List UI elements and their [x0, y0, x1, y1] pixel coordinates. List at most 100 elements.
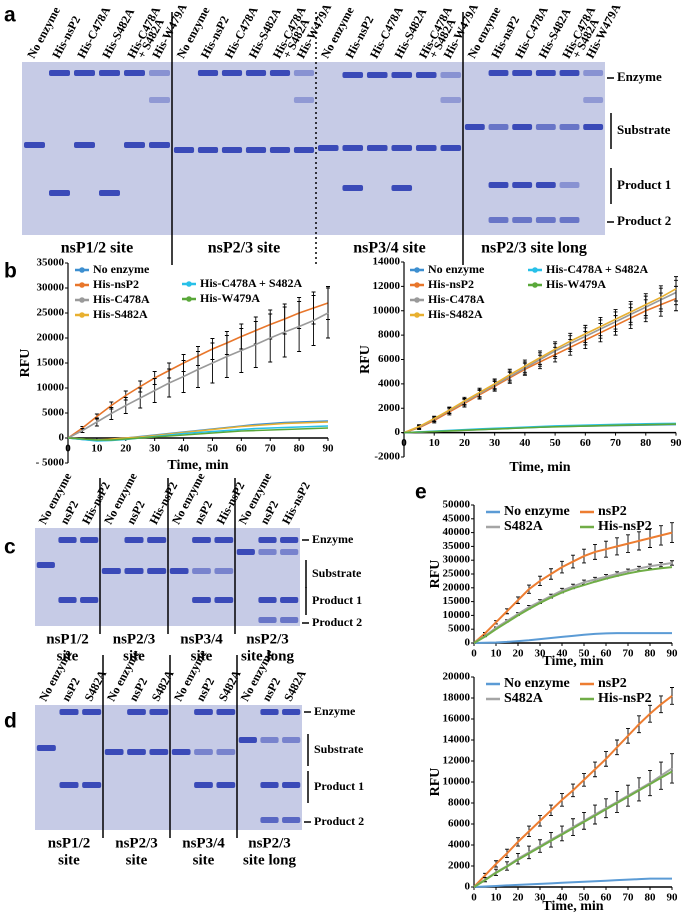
gel-band [260, 782, 279, 788]
y-axis-label: RFU [18, 349, 33, 378]
y-tick-label: -2000 [374, 451, 400, 463]
gel-band [415, 72, 437, 78]
legend-label: His-W479A [546, 277, 606, 291]
y-tick-label: 30000 [443, 554, 471, 566]
gel-band [127, 709, 146, 715]
y-tick-label: 0 [395, 426, 401, 438]
gel-band [282, 782, 301, 788]
gel-band [488, 217, 509, 223]
gel-band [258, 617, 277, 623]
band-label: Product 1 [617, 177, 671, 192]
panel-label: d [4, 710, 17, 733]
gel-band [280, 549, 299, 555]
series-line [473, 695, 673, 888]
lane-label: nsP2 [126, 675, 150, 703]
legend-label: His-nsP2 [93, 277, 139, 291]
gel-band [147, 568, 167, 574]
x-tick-label: 20 [459, 437, 471, 449]
legend-marker [532, 282, 538, 288]
x-tick-label: 40 [178, 443, 190, 455]
gel-band [236, 549, 255, 555]
band-label: Product 2 [314, 814, 364, 828]
x-tick-label: 70 [623, 892, 635, 904]
gel-band [214, 568, 234, 574]
gel-band [293, 70, 315, 76]
gel-band [245, 70, 267, 76]
legend-label: S482A [504, 519, 544, 534]
band-label: Enzyme [617, 69, 662, 84]
gel-band [440, 97, 462, 103]
gel-band [535, 182, 556, 188]
y-tick-label: 25000 [443, 568, 471, 580]
gel-band [512, 70, 533, 76]
legend-marker [79, 312, 85, 318]
x-tick-label: 30 [149, 443, 161, 455]
legend-marker [79, 297, 85, 303]
x-tick-label: 40 [557, 648, 569, 660]
band-label: Product 2 [617, 213, 671, 228]
band-label: Enzyme [312, 532, 354, 546]
x-tick-label: 10 [429, 437, 441, 449]
y-tick-label: 15000 [37, 357, 65, 369]
gel-band [124, 537, 144, 543]
gel-band [366, 145, 388, 151]
gel-band [559, 182, 580, 188]
site-label: nsP2/3 [115, 835, 158, 851]
legend-label: His-S482A [428, 307, 483, 321]
x-axis-label: Time, min [509, 460, 570, 475]
gel-band [260, 737, 279, 743]
legend-label: nsP2 [598, 676, 627, 691]
site-label: nsP3/4 [180, 631, 223, 647]
gel-band [559, 124, 580, 130]
legend-label: No enzyme [504, 676, 570, 691]
x-tick-label: 60 [580, 437, 592, 449]
gel-band [214, 537, 234, 543]
band-label: Product 1 [312, 593, 362, 607]
site-label: nsP2/3 site long [481, 240, 587, 257]
gel-band [391, 185, 413, 191]
gel-band [82, 782, 102, 788]
gel-band [197, 147, 219, 153]
x-tick-label: 20 [513, 648, 525, 660]
site-label: nsP1/2 [46, 631, 89, 647]
gel-band [149, 749, 169, 755]
x-tick-label: 60 [236, 443, 248, 455]
gel-band [583, 70, 604, 76]
gel-band [124, 142, 145, 148]
panel-label: c [4, 536, 16, 559]
gel-band [74, 142, 95, 148]
site-label: nsP2/3 site [208, 240, 280, 257]
y-axis-label: RFU [428, 560, 443, 589]
gel-band [238, 737, 257, 743]
x-tick-label: 20 [120, 443, 132, 455]
y-tick-label: 8000 [378, 329, 401, 341]
site-label: nsP3/4 site [353, 240, 425, 257]
lane-label: S482A [281, 667, 309, 703]
legend-label: His-C478A + S482A [200, 276, 303, 290]
legend-marker [414, 312, 420, 318]
y-tick-label: 16000 [443, 713, 471, 725]
gel-band [58, 597, 77, 603]
gel-band [559, 70, 580, 76]
gel-band [260, 817, 279, 823]
gel-band [214, 597, 234, 603]
gel-band [488, 70, 509, 76]
gel-band [258, 537, 277, 543]
x-tick-label: 30 [535, 892, 547, 904]
lane-label: nsP2 [193, 675, 217, 703]
x-tick-label: 40 [557, 892, 569, 904]
legend-marker [414, 267, 420, 273]
legend-marker [532, 267, 538, 273]
series-line [473, 877, 672, 888]
y-axis-label: RFU [358, 345, 373, 374]
gel-band [82, 709, 102, 715]
x-tick-label: 10 [91, 443, 103, 455]
gel-band [194, 749, 213, 755]
x-tick-label: 60 [601, 648, 613, 660]
legend-label: No enzyme [504, 504, 570, 519]
x-tick-label: 30 [489, 437, 501, 449]
gel-band [149, 70, 170, 76]
series-line [67, 427, 329, 441]
x-tick-label: 80 [294, 443, 306, 455]
legend-label: No enzyme [428, 262, 485, 276]
